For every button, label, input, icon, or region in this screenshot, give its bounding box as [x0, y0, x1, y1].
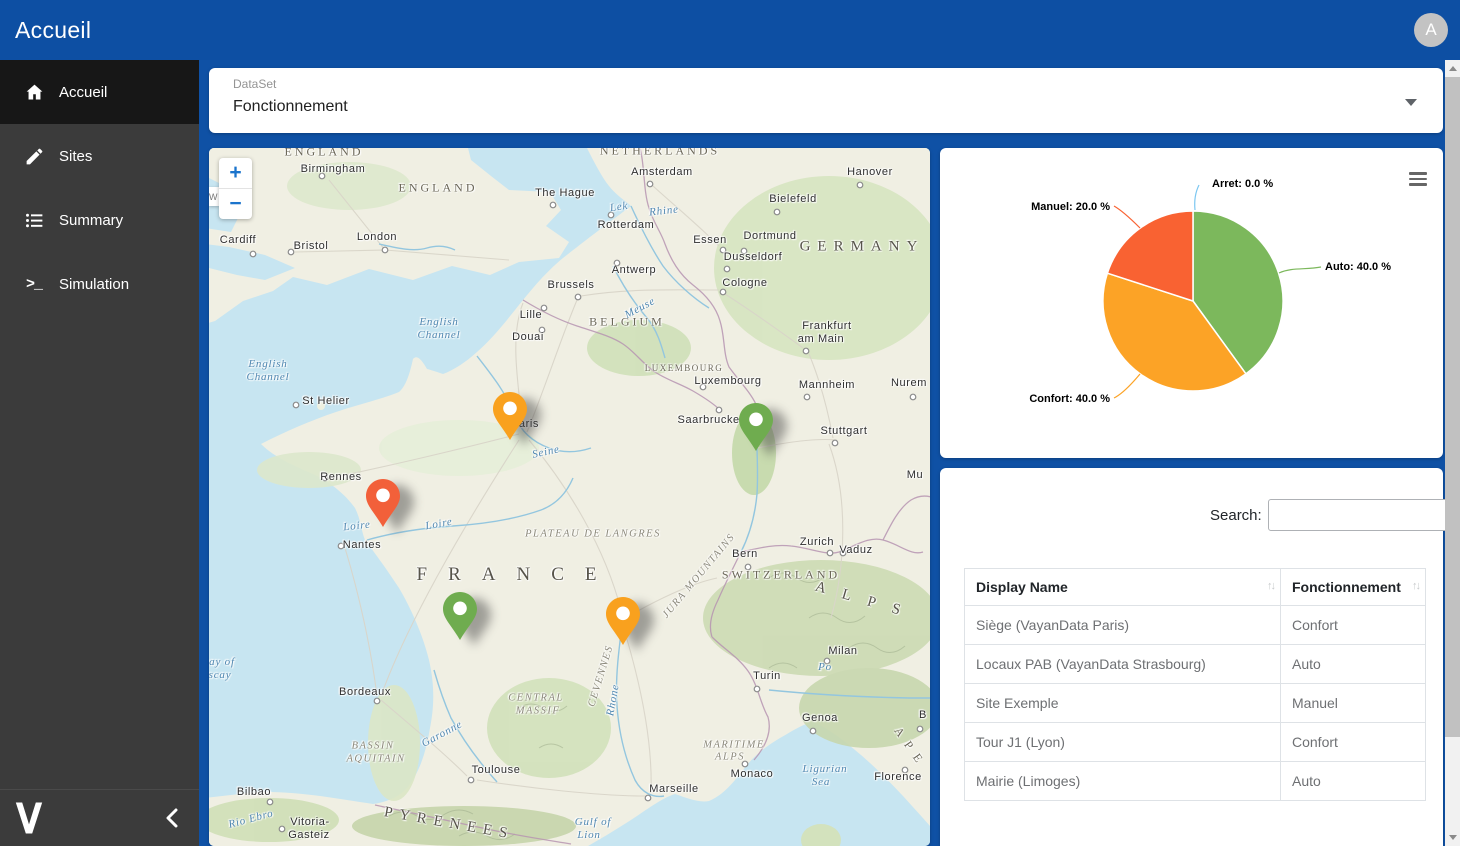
zoom-out-button[interactable]: −	[219, 189, 252, 219]
map-edge-control-fragment: W	[209, 187, 219, 206]
pie-label-auto: Auto: 40.0 %	[1325, 261, 1391, 273]
map-basemap	[209, 148, 930, 846]
table-row[interactable]: Tour J1 (Lyon) Confort	[965, 723, 1426, 762]
chevron-down-icon[interactable]	[1405, 99, 1417, 106]
list-icon	[22, 208, 46, 232]
sidebar-collapse-button[interactable]	[159, 805, 185, 831]
sidebar-item-summary[interactable]: Summary	[0, 188, 199, 252]
cell-fonctionnement: Auto	[1281, 645, 1426, 684]
leader-line-confort	[1114, 374, 1140, 398]
terminal-icon: >_	[22, 272, 46, 296]
map-pin[interactable]	[366, 479, 400, 527]
cell-display-name: Site Exemple	[965, 684, 1281, 723]
search-input[interactable]	[1268, 499, 1450, 531]
pie-label-arret: Arret: 0.0 %	[1212, 178, 1273, 190]
vertical-scrollbar[interactable]	[1445, 60, 1460, 846]
sidebar-footer	[0, 789, 199, 846]
sidebar-item-label: Accueil	[59, 84, 107, 101]
cell-display-name: Tour J1 (Lyon)	[965, 723, 1281, 762]
sort-icon[interactable]: ↑↓	[1267, 580, 1274, 592]
column-header-display-name[interactable]: Display Name ↑↓	[965, 569, 1281, 606]
dataset-select[interactable]: DataSet Fonctionnement	[209, 68, 1443, 133]
leader-line-auto	[1279, 267, 1321, 273]
table-row[interactable]: Locaux PAB (VayanData Strasbourg) Auto	[965, 645, 1426, 684]
table-search-row: Search:	[940, 499, 1443, 533]
scroll-down-icon[interactable]	[1445, 829, 1460, 846]
sidebar-item-label: Summary	[59, 212, 123, 229]
zoom-in-button[interactable]: +	[219, 158, 252, 188]
cell-fonctionnement: Confort	[1281, 723, 1426, 762]
pie-label-manuel: Manuel: 20.0 %	[1031, 201, 1110, 213]
page-title: Accueil	[15, 17, 91, 44]
sidebar-item-label: Sites	[59, 148, 92, 165]
sidebar-item-sites[interactable]: Sites	[0, 124, 199, 188]
sidebar-item-simulation[interactable]: >_ Simulation	[0, 252, 199, 316]
pencil-icon	[22, 144, 46, 168]
app-header: Accueil A	[0, 0, 1460, 60]
home-icon	[22, 80, 46, 104]
map-pin[interactable]	[739, 403, 773, 451]
sites-table-card: Search: Display Name ↑↓ Fonctionnement ↑…	[940, 468, 1443, 846]
search-label: Search:	[1210, 507, 1262, 524]
pie-chart-card: Arret: 0.0 % Auto: 40.0 % Confort: 40.0 …	[940, 148, 1443, 458]
table-header-row: Display Name ↑↓ Fonctionnement ↑↓	[965, 569, 1426, 606]
user-avatar[interactable]: A	[1414, 13, 1448, 47]
sidebar-item-label: Simulation	[59, 276, 129, 293]
map-pin[interactable]	[443, 592, 477, 640]
pie-chart	[940, 148, 1443, 458]
map-canvas[interactable]: ENGLANDNETHERLANDSBirminghamENGLANDThe H…	[209, 148, 930, 846]
map-zoom-control: + −	[219, 158, 252, 219]
dataset-value: Fonctionnement	[233, 98, 348, 116]
scrollbar-thumb[interactable]	[1445, 77, 1460, 737]
scroll-up-icon[interactable]	[1445, 60, 1460, 77]
sidebar-item-accueil[interactable]: Accueil	[0, 60, 199, 124]
map-pin[interactable]	[493, 392, 527, 440]
leader-line-arret	[1195, 185, 1199, 210]
sidebar: Accueil Sites Summary >_ Simulation	[0, 60, 199, 846]
cell-display-name: Siège (VayanData Paris)	[965, 606, 1281, 645]
cell-display-name: Mairie (Limoges)	[965, 762, 1281, 801]
table-row[interactable]: Siège (VayanData Paris) Confort	[965, 606, 1426, 645]
cell-fonctionnement: Auto	[1281, 762, 1426, 801]
cell-fonctionnement: Confort	[1281, 606, 1426, 645]
map-pin[interactable]	[606, 597, 640, 645]
pie-label-confort: Confort: 40.0 %	[1029, 393, 1110, 405]
cell-display-name: Locaux PAB (VayanData Strasbourg)	[965, 645, 1281, 684]
sites-table: Display Name ↑↓ Fonctionnement ↑↓ Siège …	[964, 568, 1426, 801]
dataset-label: DataSet	[233, 77, 276, 91]
column-header-fonctionnement[interactable]: Fonctionnement ↑↓	[1281, 569, 1426, 606]
table-row[interactable]: Mairie (Limoges) Auto	[965, 762, 1426, 801]
avatar-initial: A	[1425, 20, 1436, 40]
table-row[interactable]: Site Exemple Manuel	[965, 684, 1426, 723]
vayandata-logo-icon	[14, 800, 44, 836]
main-content: DataSet Fonctionnement	[199, 60, 1460, 846]
leader-line-manuel	[1114, 206, 1140, 228]
sort-icon[interactable]: ↑↓	[1412, 580, 1419, 592]
cell-fonctionnement: Manuel	[1281, 684, 1426, 723]
chart-menu-icon[interactable]	[1409, 172, 1427, 186]
